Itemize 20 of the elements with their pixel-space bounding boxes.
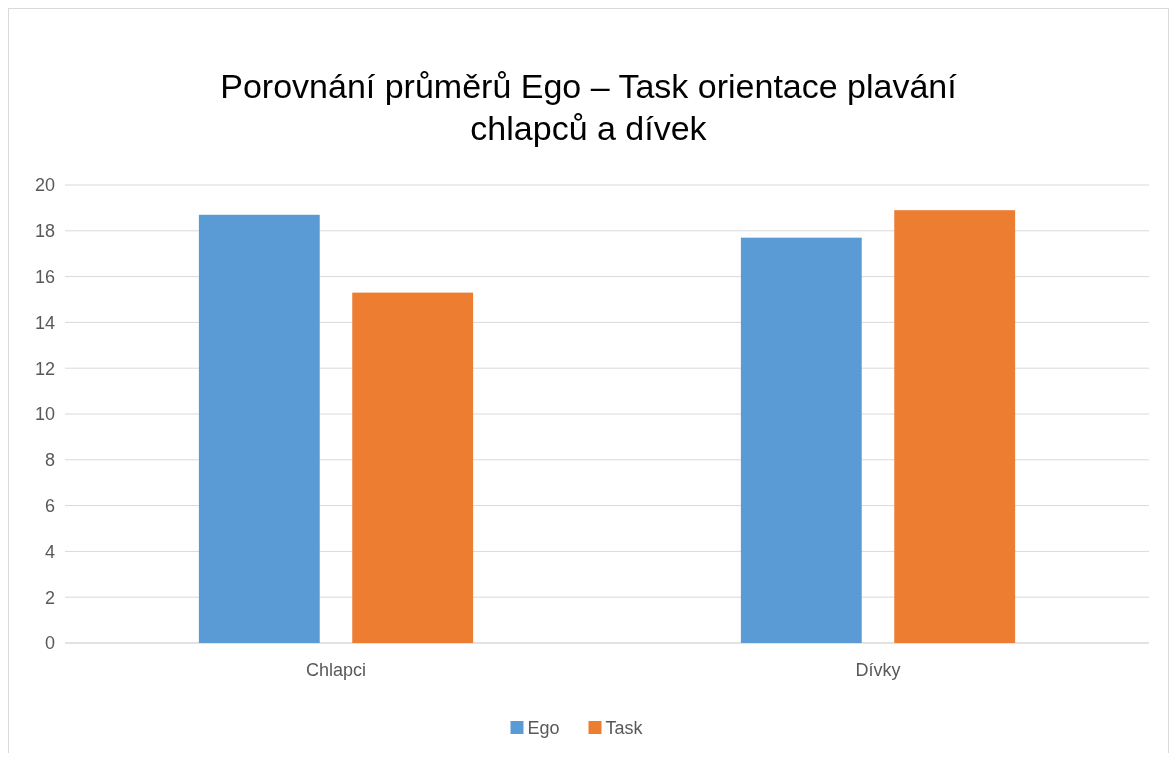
y-tick-label: 12 <box>34 358 55 379</box>
bar <box>198 214 320 643</box>
y-tick-label: 10 <box>34 404 55 425</box>
y-tick-label: 8 <box>44 450 55 471</box>
bar <box>740 237 862 643</box>
y-tick-label: 0 <box>44 633 55 654</box>
bar <box>352 292 474 643</box>
legend-label: Ego <box>527 718 560 739</box>
x-tick-label: Chlapci <box>305 660 367 680</box>
legend-label: Task <box>605 718 644 739</box>
y-tick-label: 16 <box>34 266 55 287</box>
y-tick-label: 20 <box>34 175 55 196</box>
y-tick-label: 2 <box>44 587 55 608</box>
x-tick-label: Dívky <box>855 660 901 680</box>
y-tick-label: 14 <box>34 312 55 333</box>
bar <box>894 210 1016 643</box>
chart-title: Porovnání průměrů Ego – Task orientace plavání chlapců a dívek <box>220 67 958 147</box>
y-tick-label: 18 <box>34 221 55 242</box>
y-tick-label: 4 <box>44 541 55 562</box>
y-tick-label: 6 <box>44 495 55 516</box>
